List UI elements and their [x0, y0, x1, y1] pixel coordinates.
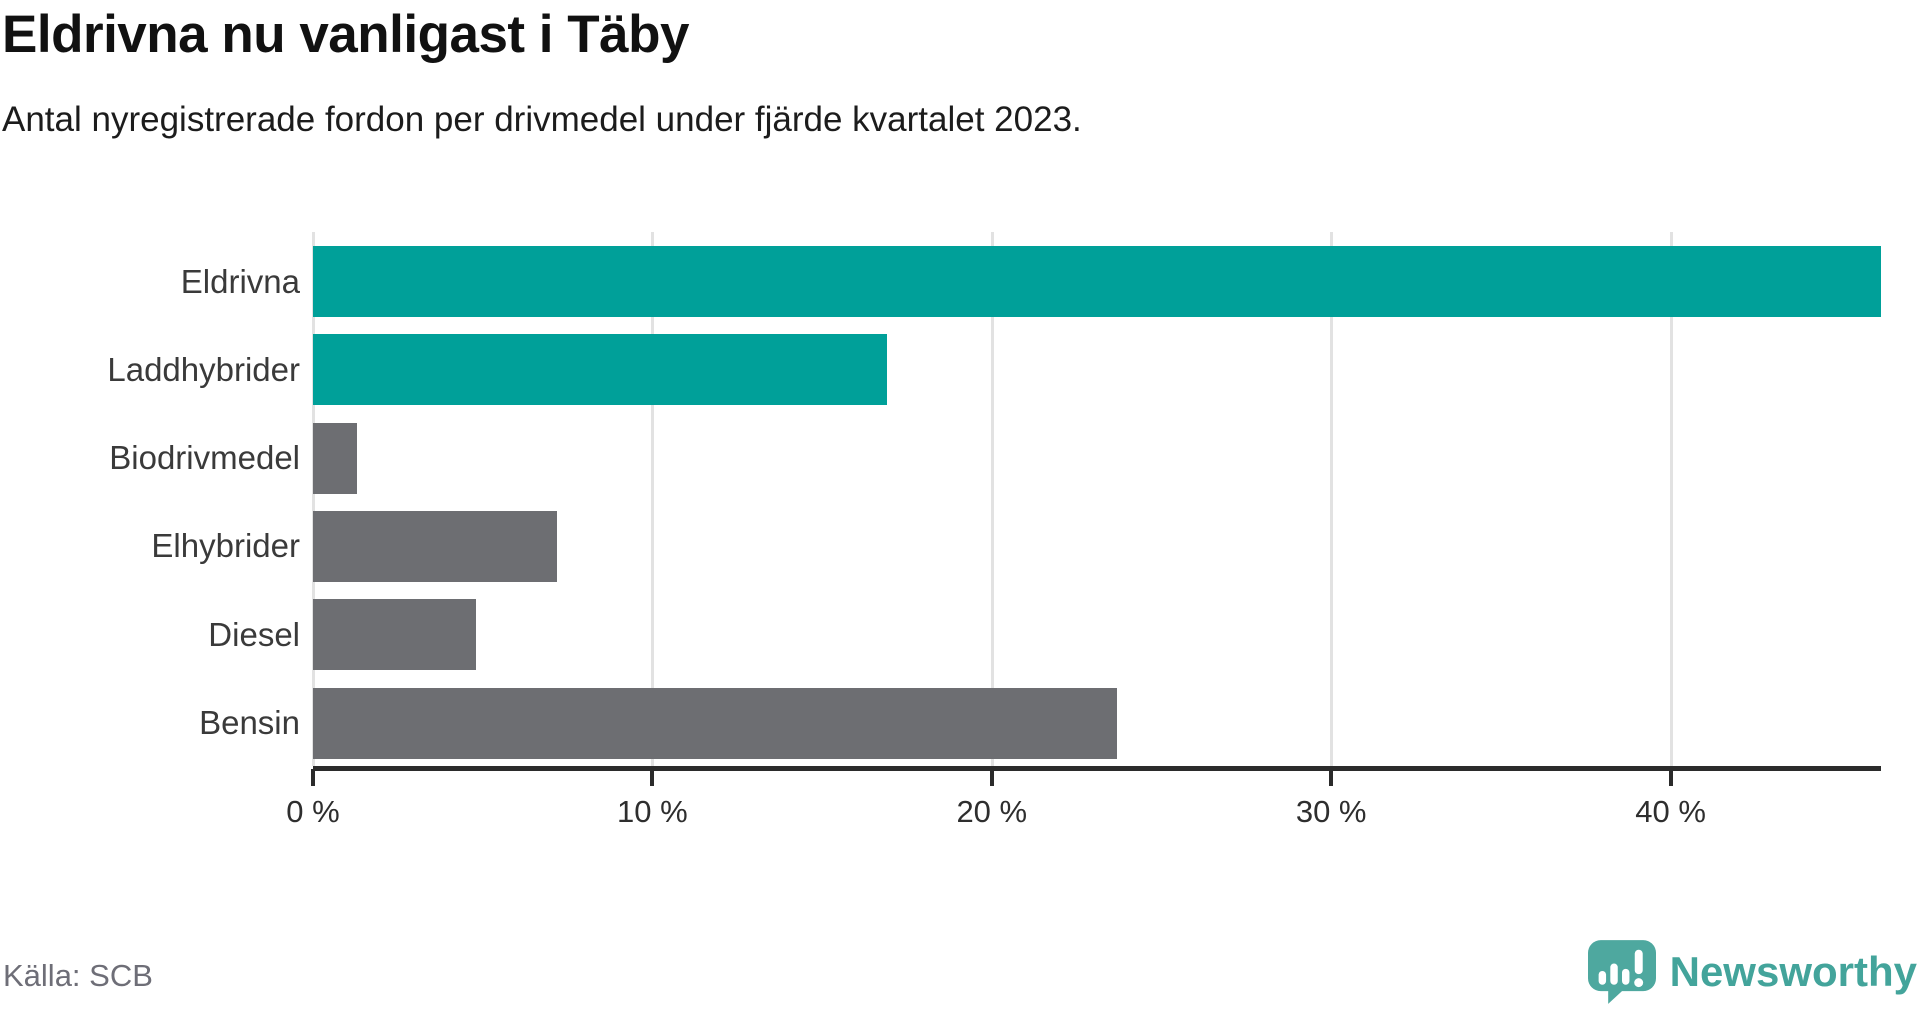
plot-area: Eldrivna Laddhybrider Biodrivmedel Elhybrid… [107, 232, 1881, 829]
chart-subtitle: Antal nyregistrerade fordon per drivmede… [2, 100, 1082, 139]
bar-row-bensin: Bensin [199, 687, 1881, 759]
tick-label-30: 30 % [1295, 794, 1367, 829]
chart-title: Eldrivna nu vanligast i Täby [2, 5, 689, 64]
gridline-30 [1330, 232, 1334, 766]
bar-laddhybrider [313, 334, 887, 406]
tick-mark-30 [1329, 769, 1334, 786]
gridline-20 [990, 232, 994, 766]
category-label-eldrivna: Eldrivna [180, 262, 300, 300]
tick-mark-40 [1668, 769, 1673, 786]
category-label-elhybrider: Elhybrider [151, 527, 300, 565]
tick-label-0: 0 % [286, 794, 340, 829]
tick-label-40: 40 % [1635, 794, 1706, 829]
bar-eldrivna [313, 246, 1881, 317]
bar-row-elhybrider: Elhybrider [151, 510, 1881, 582]
tick-mark-0 [311, 769, 315, 786]
bar-bensin [313, 687, 1118, 759]
newsworthy-icon [1587, 940, 1656, 1004]
gridline-0 [312, 232, 315, 766]
bar-diesel [313, 599, 476, 671]
source-note: Källa: SCB [3, 958, 153, 993]
tick-mark-20 [989, 769, 994, 786]
newsworthy-wordmark: Newsworthy [1669, 948, 1917, 995]
category-label-laddhybrider: Laddhybrider [107, 350, 300, 388]
newsworthy-logo: Newsworthy [1587, 940, 1917, 1004]
bar-row-eldrivna: Eldrivna [181, 246, 1881, 317]
x-axis-line [313, 766, 1881, 771]
tick-mark-10 [650, 769, 655, 786]
gridline-10 [651, 232, 655, 766]
category-label-diesel: Diesel [208, 615, 300, 653]
bar-biodrivmedel [313, 422, 358, 494]
category-label-biodrivmedel: Biodrivmedel [109, 439, 300, 477]
bar-elhybrider [313, 510, 558, 582]
tick-label-10: 10 % [617, 794, 688, 829]
gridline-40 [1669, 232, 1673, 766]
bar-row-laddhybrider: Laddhybrider [107, 334, 1881, 406]
bar-row-biodrivmedel: Biodrivmedel [109, 422, 1881, 494]
category-label-bensin: Bensin [199, 704, 300, 741]
tick-label-20: 20 % [956, 794, 1028, 829]
bar-row-diesel: Diesel [208, 599, 1881, 671]
